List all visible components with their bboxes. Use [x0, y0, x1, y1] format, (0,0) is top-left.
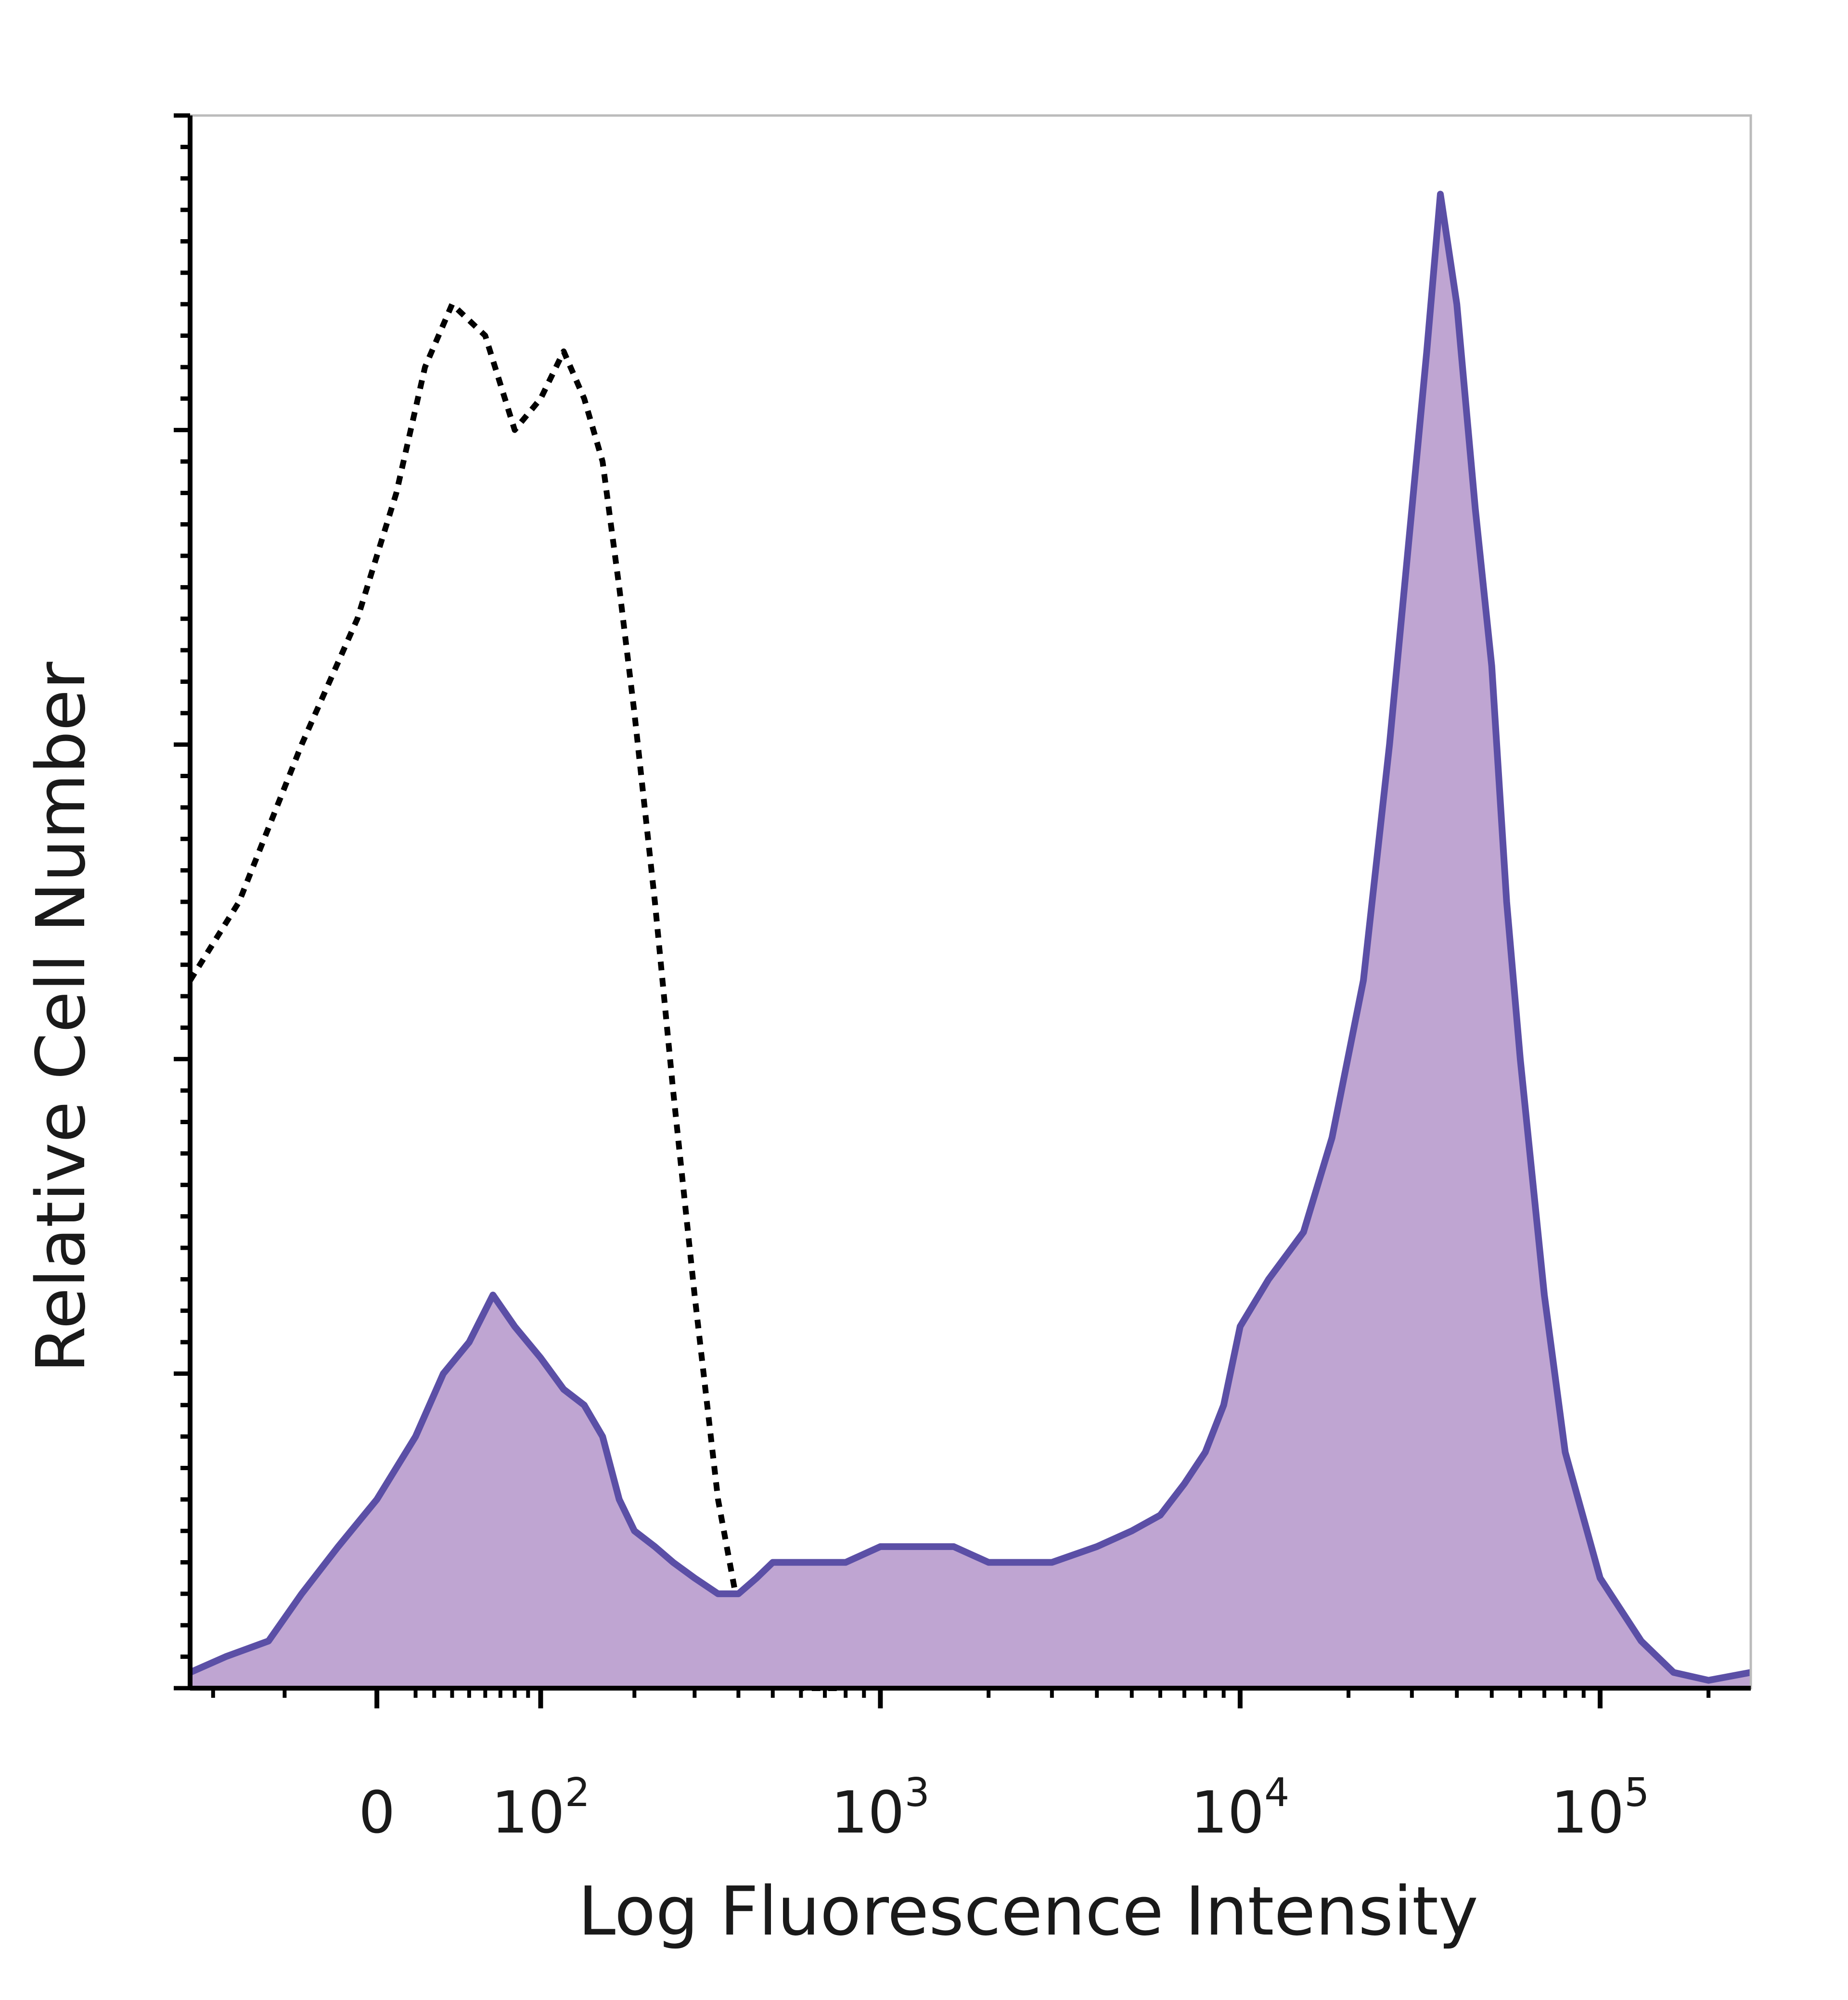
- plot-area: [187, 191, 1752, 1691]
- axes: [174, 113, 1752, 1708]
- x-tick-label: 102: [491, 1770, 590, 1846]
- labels: Log Fluorescence Intensity Relative Cell…: [22, 662, 1649, 1951]
- x-tick-label: 104: [1191, 1770, 1289, 1846]
- control-histogram-dotted-line: [187, 301, 846, 1691]
- x-tick-label: 103: [831, 1770, 930, 1846]
- y-axis-title: Relative Cell Number: [22, 662, 101, 1373]
- x-tick-label: 0: [359, 1780, 395, 1846]
- stained-histogram-fill: [190, 194, 1751, 1689]
- stained-histogram-line: [189, 191, 1752, 1684]
- x-axis-title: Log Fluorescence Intensity: [578, 1872, 1478, 1951]
- x-tick-label: 105: [1551, 1770, 1649, 1846]
